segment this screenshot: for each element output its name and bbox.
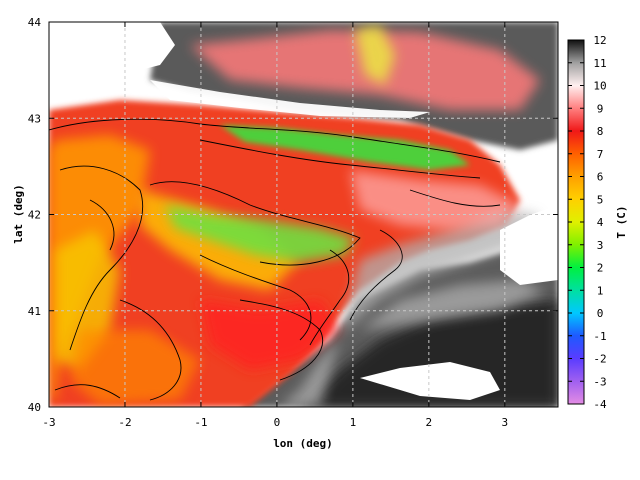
nodata-north-strip [150, 80, 430, 118]
x-axis-title: lon (deg) [273, 437, 333, 450]
y-axis-title: lat (deg) [12, 184, 25, 244]
x-tick-label: 3 [502, 416, 509, 429]
colorbar-tick-label: -4 [593, 398, 607, 411]
colorbar-tick-label: 7 [597, 148, 604, 161]
contour-lines [49, 118, 501, 401]
land-green-center [165, 205, 355, 262]
colorbar-tick-label: -2 [593, 353, 606, 366]
x-tick-label: -1 [194, 416, 207, 429]
x-tick-label: 2 [426, 416, 433, 429]
map-plot-area [49, 22, 558, 407]
colorbar-tick-label: 11 [593, 57, 606, 70]
land-red-east [200, 300, 340, 370]
x-tick-label: 0 [274, 416, 281, 429]
land-orange [49, 135, 150, 400]
colorbar-tick-label: 0 [597, 307, 604, 320]
colorbar-tick-label: 5 [597, 193, 604, 206]
x-tick-label: -3 [42, 416, 55, 429]
colorbar-tick-label: 1 [597, 284, 604, 297]
y-tick-label: 41 [28, 305, 41, 318]
x-axis-ticks: -3 -2 -1 0 1 2 3 [42, 22, 508, 429]
colorbar-tick-label: 3 [597, 239, 604, 252]
nodata-south-east [360, 362, 500, 400]
y-tick-label: 42 [28, 209, 41, 222]
colorbar-tick-label: 9 [597, 102, 604, 115]
y-axis-ticks: 40 41 42 43 44 [28, 16, 558, 414]
y-tick-label: 40 [28, 401, 41, 414]
colorbar-tick-label: 8 [597, 125, 604, 138]
colorbar-title: T (C) [615, 205, 628, 238]
x-tick-label: 1 [350, 416, 357, 429]
colorbar-tick-label: -1 [593, 330, 606, 343]
land-green-strip [220, 125, 470, 170]
y-tick-label: 44 [28, 16, 42, 29]
north-band-yellow [355, 25, 395, 85]
colorbar-tick-label: 12 [593, 34, 606, 47]
colorbar-tick-label: 2 [597, 262, 604, 275]
nodata-north-west [49, 22, 175, 85]
colorbar-tick-label: 6 [597, 171, 604, 184]
x-tick-label: -2 [118, 416, 131, 429]
sea-region-light [360, 280, 545, 330]
colorbar-tick-label: -3 [593, 375, 606, 388]
colorbar-tick-label: 10 [593, 80, 606, 93]
colorbar-tick-label: 4 [597, 216, 604, 229]
nodata-east [500, 205, 558, 285]
land-orange-south [70, 330, 200, 405]
land-grey-coast [280, 210, 540, 407]
y-tick-label: 43 [28, 112, 41, 125]
